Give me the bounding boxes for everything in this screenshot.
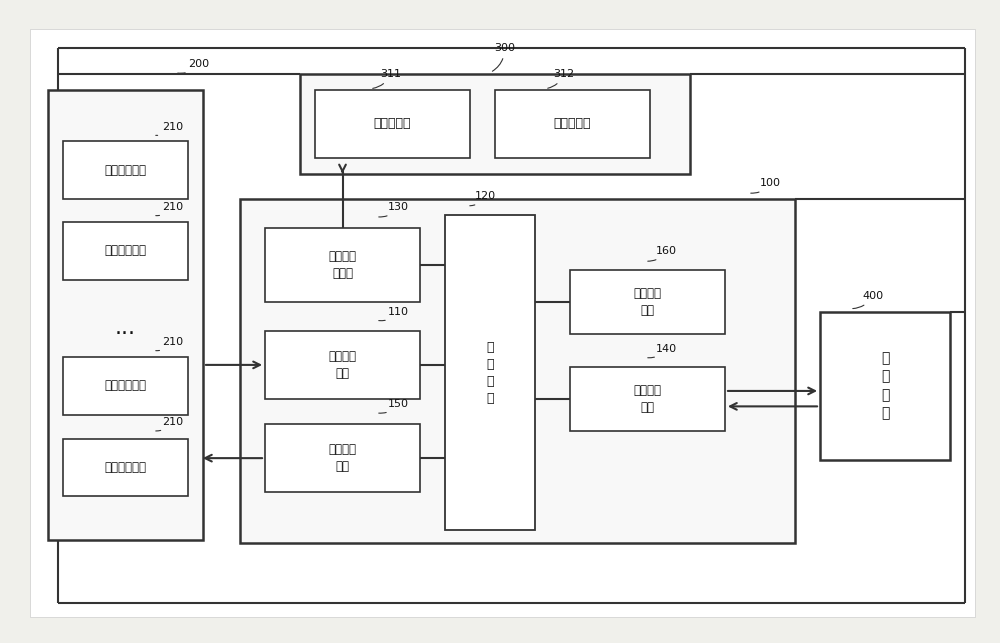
FancyBboxPatch shape: [820, 312, 950, 460]
Text: 210: 210: [156, 337, 183, 350]
FancyBboxPatch shape: [495, 90, 650, 158]
Text: 主
控
制
器: 主 控 制 器: [486, 341, 494, 405]
FancyBboxPatch shape: [315, 90, 470, 158]
FancyBboxPatch shape: [570, 270, 725, 334]
Text: 311: 311: [373, 69, 401, 88]
Text: 放电控制器: 放电控制器: [554, 117, 591, 131]
Text: 超级电容单体: 超级电容单体: [104, 244, 146, 257]
Text: ···: ···: [115, 324, 136, 345]
Text: 超级电容单体: 超级电容单体: [104, 379, 146, 392]
FancyBboxPatch shape: [570, 367, 725, 431]
Text: 140: 140: [648, 343, 677, 358]
Text: 210: 210: [156, 202, 183, 215]
Text: 充放电控
制模块: 充放电控 制模块: [328, 250, 356, 280]
Text: 保护控制
模块: 保护控制 模块: [328, 443, 356, 473]
Text: 210: 210: [156, 122, 183, 136]
Text: 100: 100: [751, 178, 781, 193]
FancyBboxPatch shape: [63, 141, 188, 199]
FancyBboxPatch shape: [63, 222, 188, 280]
Text: 150: 150: [379, 399, 409, 413]
Text: 160: 160: [648, 246, 677, 261]
Text: 400: 400: [853, 291, 883, 309]
Text: 130: 130: [379, 202, 409, 217]
Text: 120: 120: [470, 191, 496, 206]
FancyBboxPatch shape: [265, 228, 420, 302]
Text: 300: 300: [492, 43, 515, 71]
FancyBboxPatch shape: [265, 424, 420, 492]
Text: 采集检测
模块: 采集检测 模块: [328, 350, 356, 380]
Text: 200: 200: [178, 59, 209, 73]
FancyBboxPatch shape: [63, 439, 188, 496]
Text: 超级电容单体: 超级电容单体: [104, 164, 146, 177]
FancyBboxPatch shape: [240, 199, 795, 543]
FancyBboxPatch shape: [265, 331, 420, 399]
Text: 充电控制器: 充电控制器: [374, 117, 411, 131]
Text: 监控显示
模块: 监控显示 模块: [634, 287, 662, 317]
FancyBboxPatch shape: [445, 215, 535, 530]
FancyBboxPatch shape: [48, 90, 203, 540]
Text: 超级电容单体: 超级电容单体: [104, 461, 146, 474]
Text: 110: 110: [379, 307, 409, 321]
Text: 负
载
设
备: 负 载 设 备: [881, 351, 889, 421]
Text: 312: 312: [548, 69, 574, 88]
FancyBboxPatch shape: [30, 29, 975, 617]
Text: 数据交互
模块: 数据交互 模块: [634, 384, 662, 413]
FancyBboxPatch shape: [300, 74, 690, 174]
FancyBboxPatch shape: [63, 357, 188, 415]
Text: 210: 210: [156, 417, 183, 431]
